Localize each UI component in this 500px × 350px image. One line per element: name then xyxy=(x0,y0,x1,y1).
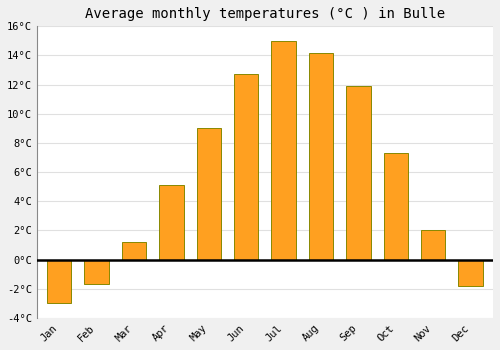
Bar xyxy=(196,128,221,260)
Bar xyxy=(421,230,446,260)
Bar xyxy=(272,41,296,260)
Bar xyxy=(458,260,483,286)
Bar xyxy=(122,242,146,260)
Bar xyxy=(384,153,408,260)
Title: Average monthly temperatures (°C ) in Bulle: Average monthly temperatures (°C ) in Bu… xyxy=(85,7,445,21)
Bar xyxy=(160,185,184,260)
Bar xyxy=(84,260,109,284)
Bar xyxy=(309,52,333,260)
Bar xyxy=(346,86,370,260)
Bar xyxy=(47,260,72,303)
Bar xyxy=(234,75,258,260)
